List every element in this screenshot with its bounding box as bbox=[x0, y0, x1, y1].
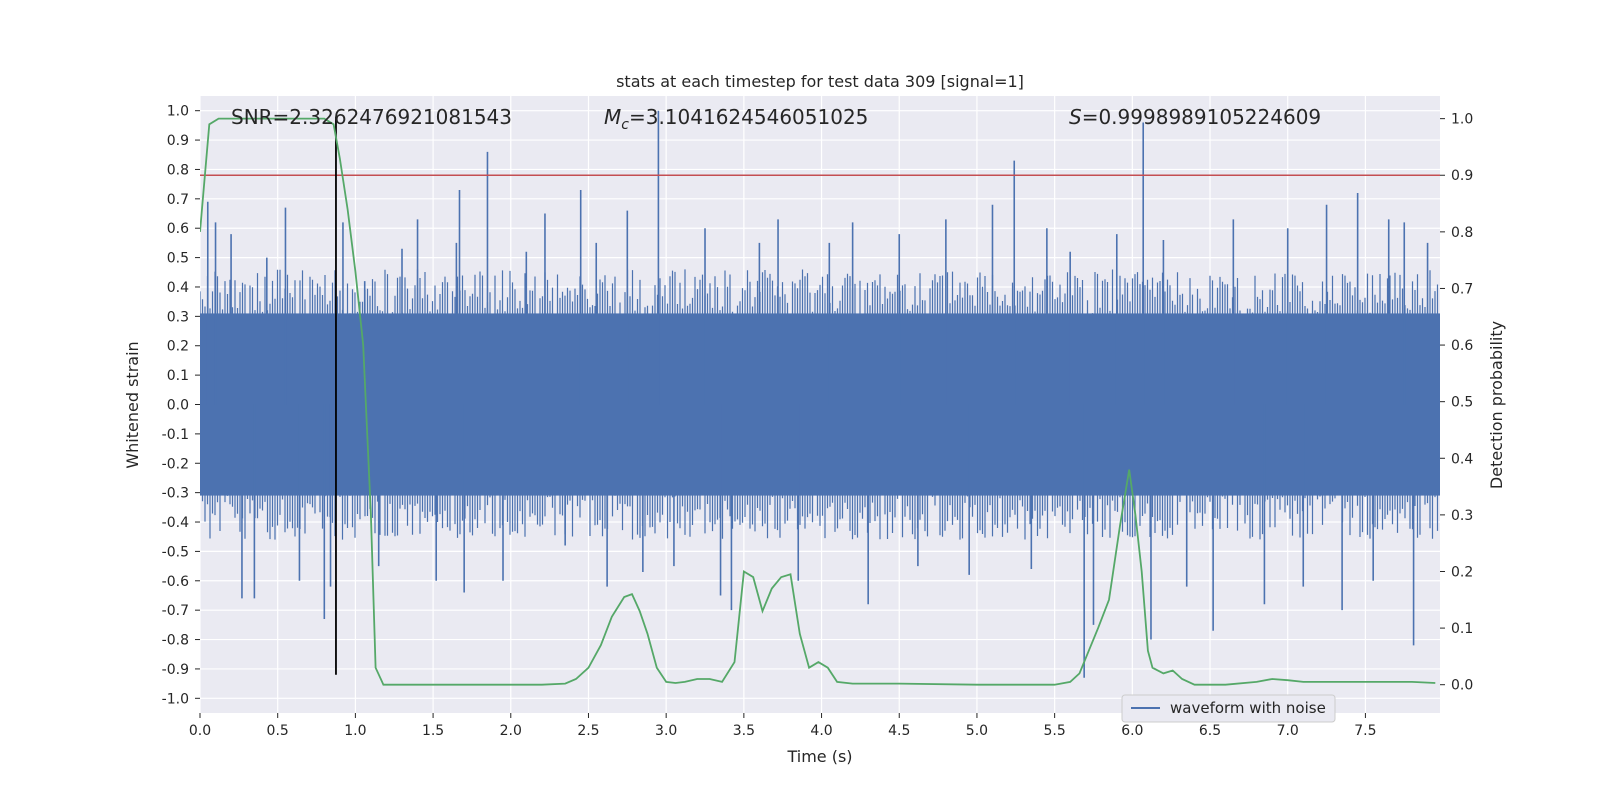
x-tick-label: 6.5 bbox=[1199, 723, 1221, 739]
left-tick-label: 0.6 bbox=[167, 221, 189, 237]
x-tick-label: 2.0 bbox=[500, 723, 522, 739]
s-annotation: S=0.9998989105224609 bbox=[1069, 105, 1321, 129]
right-tick-label: 0.8 bbox=[1451, 225, 1473, 241]
x-tick-label: 0.5 bbox=[267, 723, 289, 739]
left-tick-label: 0.8 bbox=[167, 162, 189, 178]
probability-line bbox=[200, 117, 1436, 686]
x-tick-label: 5.5 bbox=[1044, 723, 1066, 739]
snr-annotation: SNR=2.3262476921081543 bbox=[231, 105, 512, 129]
left-tick-label: 0.0 bbox=[167, 398, 189, 414]
right-tick-label: 0.3 bbox=[1451, 508, 1473, 524]
left-tick-label: -0.6 bbox=[162, 574, 189, 590]
right-axis-ticks: 1.0 0.9 0.8 0.7 0.6 0.5 0.4 0.3 0.2 0.1 0.0 bbox=[1440, 112, 1473, 694]
left-tick-label: -0.9 bbox=[162, 662, 189, 678]
s-value: =0.9998989105224609 bbox=[1082, 105, 1321, 129]
right-tick-label: 1.0 bbox=[1451, 112, 1473, 128]
right-tick-label: 0.1 bbox=[1451, 621, 1473, 637]
left-tick-label: -0.2 bbox=[162, 456, 189, 472]
x-tick-label: 4.0 bbox=[810, 723, 832, 739]
chart-title: stats at each timestep for test data 309… bbox=[616, 72, 1024, 91]
left-tick-label: 1.0 bbox=[167, 104, 189, 120]
left-tick-label: -0.5 bbox=[162, 544, 189, 560]
left-tick-label: 0.5 bbox=[167, 251, 189, 267]
left-tick-label: -0.7 bbox=[162, 603, 189, 619]
legend-box bbox=[1121, 694, 1336, 723]
x-axis-label: Time (s) bbox=[786, 747, 852, 766]
x-tick-label: 6.0 bbox=[1121, 723, 1143, 739]
right-tick-label: 0.7 bbox=[1451, 281, 1473, 297]
right-tick-label: 0.0 bbox=[1451, 678, 1473, 694]
right-tick-label: 0.9 bbox=[1451, 168, 1473, 184]
right-axis-label: Detection probability bbox=[1487, 321, 1506, 489]
left-tick-label: -0.3 bbox=[162, 486, 189, 502]
x-tick-label: 7.5 bbox=[1354, 723, 1376, 739]
probability-series bbox=[200, 117, 1436, 686]
chirp-mass-subscript: c bbox=[621, 117, 629, 133]
left-tick-label: -1.0 bbox=[162, 691, 189, 707]
x-tick-label: 3.5 bbox=[733, 723, 755, 739]
left-axis-label: Whitened strain bbox=[123, 341, 142, 468]
overlay-lines bbox=[200, 116, 1440, 675]
chirp-mass-value: =3.1041624546051025 bbox=[629, 105, 868, 129]
x-tick-label: 2.5 bbox=[577, 723, 599, 739]
x-tick-label: 5.0 bbox=[966, 723, 988, 739]
x-tick-label: 1.5 bbox=[422, 723, 444, 739]
s-symbol: S bbox=[1069, 105, 1082, 129]
legend-label: waveform with noise bbox=[1170, 699, 1326, 717]
left-tick-label: -0.1 bbox=[162, 427, 189, 443]
legend: waveform with noise bbox=[1121, 694, 1336, 723]
left-tick-label: -0.8 bbox=[162, 633, 189, 649]
left-tick-label: 0.3 bbox=[167, 309, 189, 325]
left-tick-label: 0.9 bbox=[167, 133, 189, 149]
x-tick-label: 0.0 bbox=[189, 723, 211, 739]
left-tick-label: -0.4 bbox=[162, 515, 189, 531]
right-tick-label: 0.5 bbox=[1451, 395, 1473, 411]
x-tick-label: 1.0 bbox=[344, 723, 366, 739]
strain-noise-fringe bbox=[200, 269, 1439, 540]
right-tick-label: 0.6 bbox=[1451, 338, 1473, 354]
right-tick-label: 0.4 bbox=[1451, 451, 1473, 467]
x-axis-ticks: 0.0 0.5 1.0 1.5 2.0 2.5 3.0 3.5 4.0 4.5 5.0 5.5 6.0 6… bbox=[189, 713, 1377, 739]
x-tick-label: 7.0 bbox=[1277, 723, 1299, 739]
chirp-mass-annotation: Mc=3.1041624546051025 bbox=[604, 105, 868, 133]
left-tick-label: 0.7 bbox=[167, 192, 189, 208]
x-tick-label: 3.0 bbox=[655, 723, 677, 739]
right-tick-label: 0.2 bbox=[1451, 564, 1473, 580]
chirp-mass-symbol: M bbox=[604, 105, 621, 129]
left-tick-label: 0.2 bbox=[167, 339, 189, 355]
left-tick-label: 0.4 bbox=[167, 280, 189, 296]
left-tick-label: 0.1 bbox=[167, 368, 189, 384]
left-axis-ticks: 1.0 0.9 0.8 0.7 0.6 0.5 0.4 0.3 0.2 0.1 0.0 -0.1 -0.… bbox=[162, 104, 200, 707]
strain-series bbox=[200, 110, 1440, 678]
x-tick-label: 4.5 bbox=[888, 723, 910, 739]
